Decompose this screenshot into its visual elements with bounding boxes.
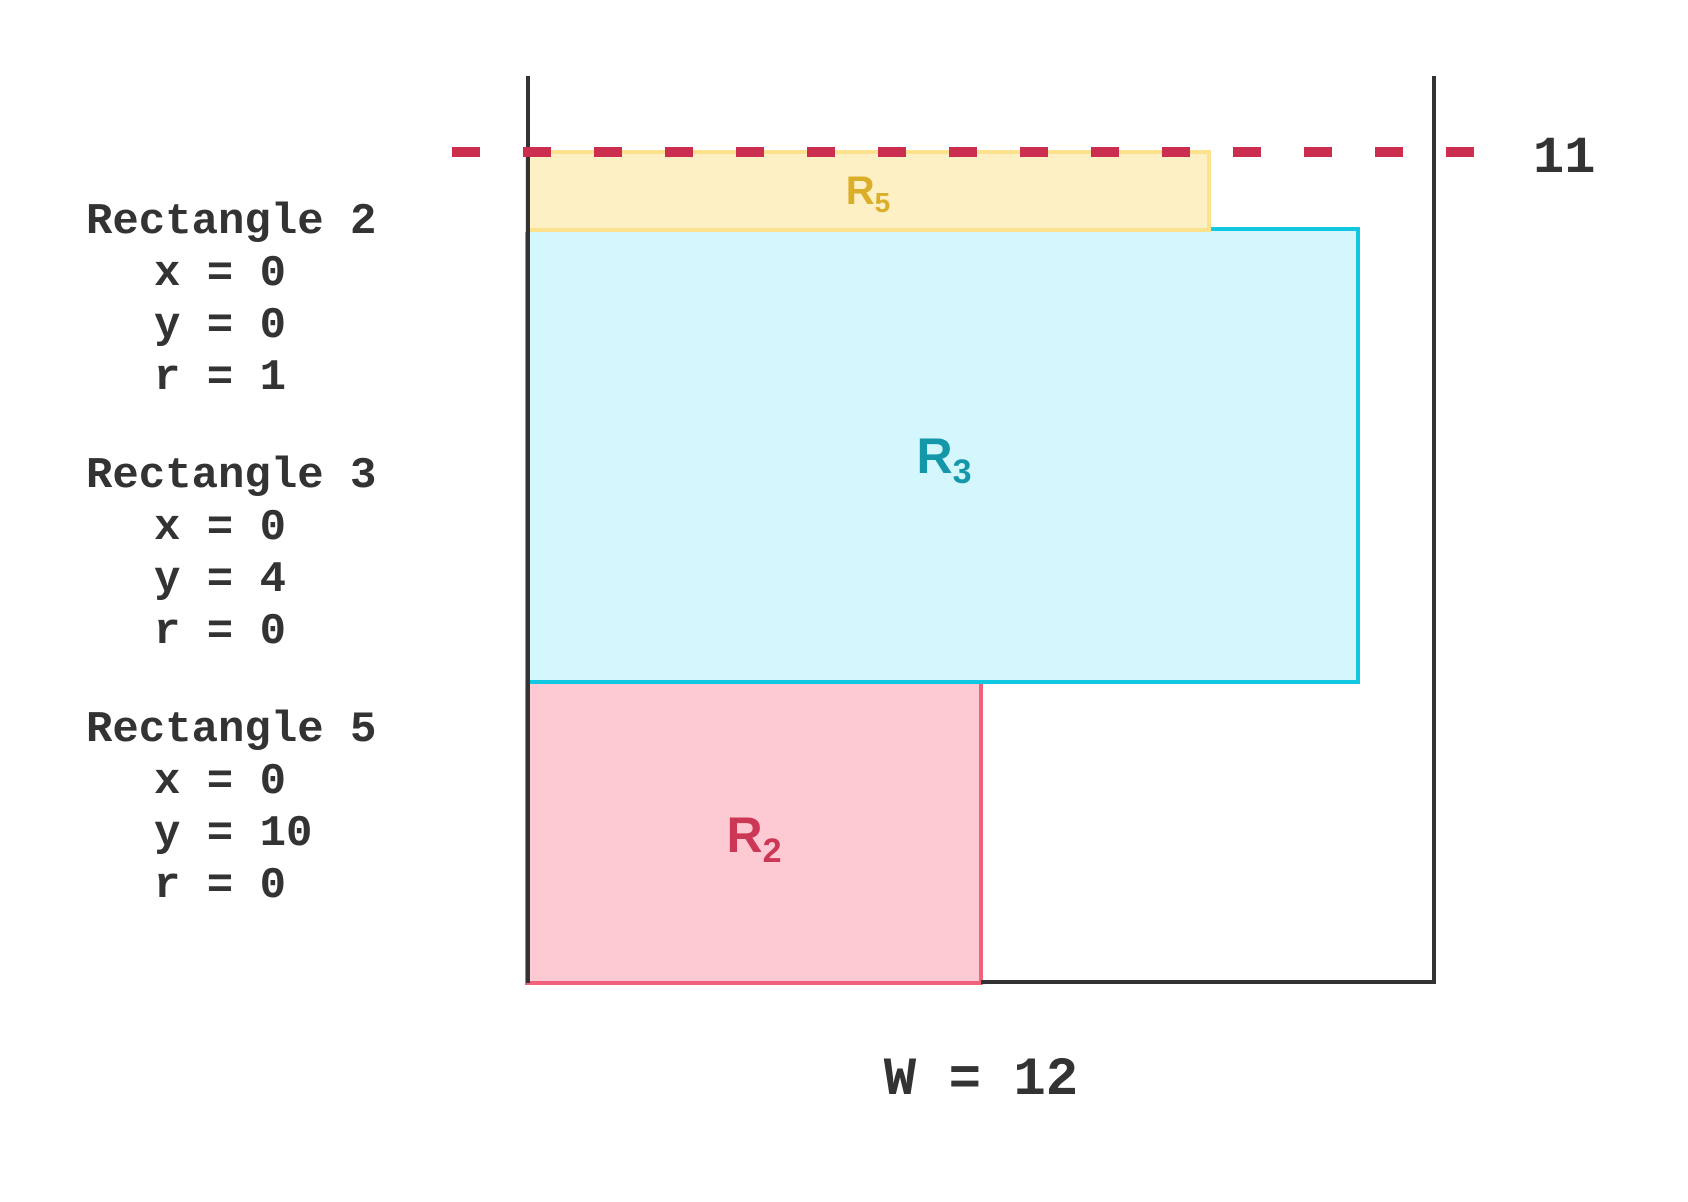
rectangle-2-info: Rectangle 2 x = 0 y = 0 r = 1 bbox=[86, 196, 376, 404]
rectangle-5-r: r = 0 bbox=[154, 861, 287, 911]
r2-label-main: R bbox=[726, 807, 762, 863]
rectangle-2-r: r = 1 bbox=[154, 353, 287, 403]
rectangle-3-info: Rectangle 3 x = 0 y = 4 r = 0 bbox=[86, 450, 376, 658]
rectangle-3-y: y = 4 bbox=[154, 555, 287, 605]
r5-label-main: R bbox=[846, 169, 875, 213]
rectangle-3-x: x = 0 bbox=[154, 503, 287, 553]
rectangle-5-info: Rectangle 5 x = 0 y = 10 r = 0 bbox=[86, 704, 376, 912]
width-label: W = 12 bbox=[884, 1050, 1078, 1111]
rectangle-r2 bbox=[525, 679, 983, 985]
r3-label-main: R bbox=[916, 428, 952, 484]
r2-label-sub: 2 bbox=[763, 832, 782, 870]
r3-label: R3 bbox=[916, 428, 971, 491]
height-marker-label: 11 bbox=[1533, 129, 1595, 188]
rectangle-3-r: r = 0 bbox=[154, 607, 287, 657]
r2-label: R2 bbox=[726, 807, 781, 870]
rectangle-5-x: x = 0 bbox=[154, 757, 287, 807]
rectangle-2-y: y = 0 bbox=[154, 301, 287, 351]
r3-label-sub: 3 bbox=[953, 453, 972, 491]
r5-label: R5 bbox=[846, 169, 890, 218]
rectangle-5-y: y = 10 bbox=[154, 809, 313, 859]
r5-label-sub: 5 bbox=[875, 187, 891, 218]
rectangle-3-title: Rectangle 3 bbox=[86, 451, 377, 501]
rectangle-5-title: Rectangle 5 bbox=[86, 705, 377, 755]
rectangle-info-panel: Rectangle 2 x = 0 y = 0 r = 1 Rectangle … bbox=[86, 196, 376, 958]
rectangle-r3 bbox=[525, 227, 1360, 684]
rectangle-2-x: x = 0 bbox=[154, 249, 287, 299]
rectangle-2-title: Rectangle 2 bbox=[86, 197, 377, 247]
